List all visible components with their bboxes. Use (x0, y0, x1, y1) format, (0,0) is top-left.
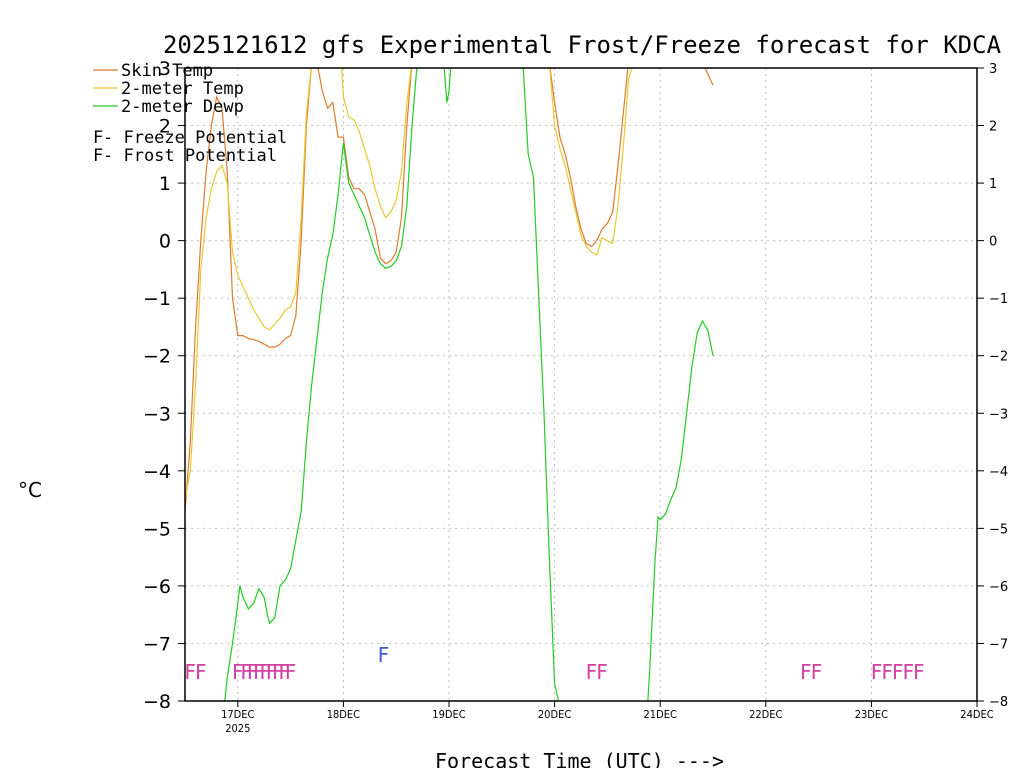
x-tick-label: 20DEC (538, 708, 571, 721)
y-tick-label-right: −2 (989, 350, 1008, 365)
freeze-marker: F (596, 660, 608, 684)
y-tick-label: −5 (143, 518, 171, 540)
freeze-marker: F (272, 660, 284, 684)
y-tick-label-right: −5 (989, 522, 1008, 537)
plot-frame (184, 67, 978, 702)
x-axis-label: Forecast Time (UTC) ---> (435, 749, 724, 768)
freeze-marker: F (811, 660, 823, 684)
series-line-skin-temp (185, 68, 714, 512)
freeze-marker: F (232, 660, 244, 684)
y-tick-label-right: −3 (989, 407, 1008, 422)
y-tick-label-right: −7 (989, 637, 1008, 652)
freeze-marker: F (285, 660, 297, 684)
y-tick-label-right: 0 (989, 235, 997, 250)
y-tick-label: 3 (159, 58, 171, 80)
x-tick-label: 18DEC (327, 708, 360, 721)
y-tick-label-right: 2 (989, 120, 997, 135)
freeze-marker: F (259, 660, 271, 684)
y-tick-label: −3 (143, 403, 171, 425)
y-axis: −8 −8 −7 −7 −6 −6 −5 −5 −4 −4 −3 −3 −2 −2 −1 −1 0 0 1 1 2 2 3 3 (143, 58, 1008, 713)
legend-label: Skin Temp (121, 61, 213, 81)
y-tick-label: −1 (143, 288, 171, 310)
legend-marker-label: - Freeze Potential (103, 128, 287, 148)
y-tick-label-right: −1 (989, 292, 1008, 307)
x-tick-label: 23DEC (855, 708, 888, 721)
legend-label: 2-meter Temp (121, 79, 244, 99)
freeze-marker: F (266, 660, 278, 684)
series-layer (185, 68, 714, 701)
x-tick-label: 24DEC (960, 708, 993, 721)
y-tick-label: −2 (143, 346, 171, 368)
freeze-marker: F (586, 660, 598, 684)
y-axis-label: °C (18, 478, 42, 502)
x-tick-label: 17DEC (221, 708, 254, 721)
freeze-marker: F (903, 660, 915, 684)
x-tick-sublabel: 2025 (225, 722, 250, 735)
y-tick-label: 2 (159, 116, 171, 138)
legend-marker-symbol: F (93, 128, 103, 148)
freeze-marker: F (195, 660, 207, 684)
y-tick-label: −4 (143, 461, 171, 483)
freeze-marker: F (253, 660, 265, 684)
y-tick-label-right: −6 (989, 580, 1008, 595)
freeze-marker: F (871, 660, 883, 684)
y-tick-label-right: 1 (989, 177, 997, 192)
y-tick-label: −6 (143, 576, 171, 598)
y-tick-label: −7 (143, 633, 171, 655)
legend-marker-symbol: F (93, 146, 103, 166)
y-tick-label: 1 (159, 173, 171, 195)
legend-marker-label: - Frost Potential (103, 146, 277, 166)
x-tick-label: 22DEC (749, 708, 782, 721)
freeze-marker: F (913, 660, 925, 684)
y-tick-label-right: −4 (989, 465, 1008, 480)
series-line-2-meter-dewp (224, 68, 714, 701)
x-tick-label: 21DEC (644, 708, 677, 721)
freeze-marker: F (185, 660, 197, 684)
freeze-marker: F (240, 660, 252, 684)
freeze-marker: F (800, 660, 812, 684)
frost-marker: F (378, 643, 390, 667)
y-tick-label-right: −8 (989, 695, 1008, 710)
freeze-marker: F (279, 660, 291, 684)
freeze-marker: F (892, 660, 904, 684)
y-tick-label: 0 (159, 231, 171, 253)
series-line-2-meter-temp (185, 68, 633, 500)
freeze-marker: F (881, 660, 893, 684)
legend-label: 2-meter Dewp (121, 97, 244, 117)
chart-title: 2025121612 gfs Experimental Frost/Freeze… (163, 31, 1002, 59)
x-tick-label: 19DEC (432, 708, 465, 721)
y-tick-label: −8 (143, 691, 171, 713)
grid (185, 68, 977, 701)
freeze-marker: F (247, 660, 259, 684)
y-tick-label-right: 3 (989, 62, 997, 77)
